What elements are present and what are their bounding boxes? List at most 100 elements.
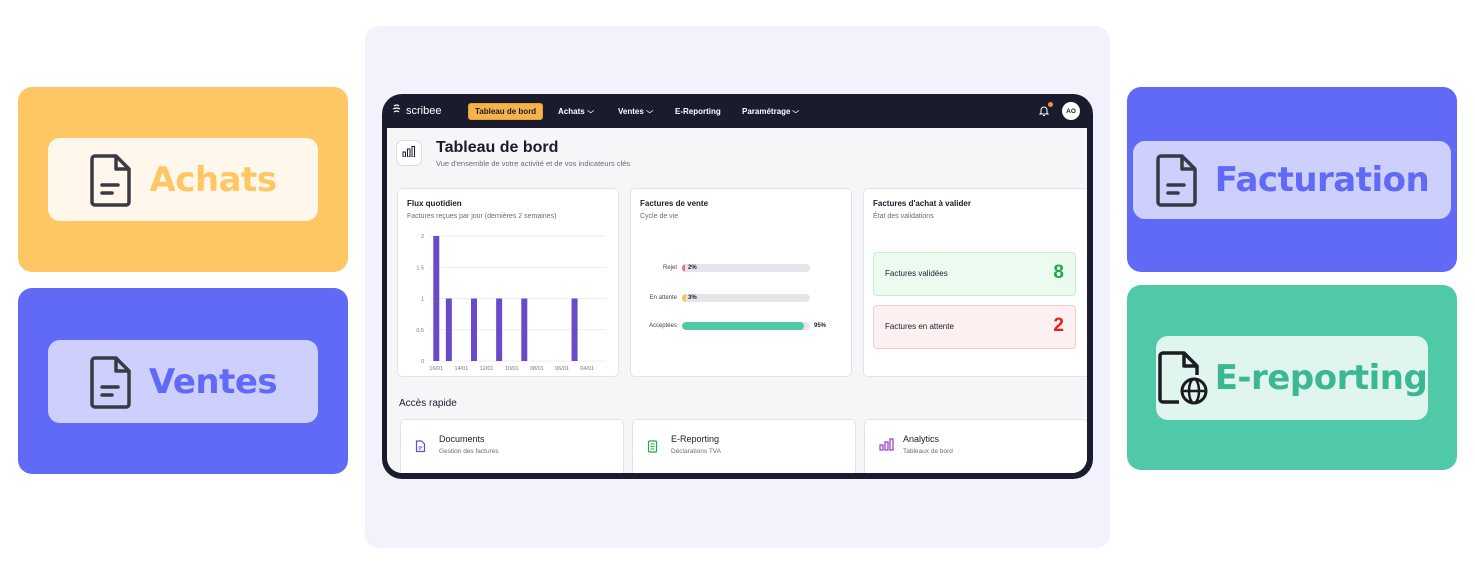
- y-tick-label: 0: [421, 359, 424, 365]
- ventes-panel: Factures de vente Cycle de vie Rejet 2% En…: [630, 188, 852, 377]
- x-tick-label: 14/01: [455, 366, 469, 371]
- nav-label: Achats: [558, 107, 585, 116]
- achats-pill[interactable]: Achats: [48, 138, 318, 221]
- x-tick-label: 16/01: [429, 366, 443, 371]
- ventes-subtitle: Cycle de vie: [640, 213, 679, 220]
- bell-icon[interactable]: [1038, 104, 1052, 118]
- y-tick-label: 2: [421, 234, 424, 240]
- y-tick-label: 0.5: [416, 328, 424, 334]
- scribee-logo-icon: [392, 104, 402, 118]
- x-tick-label: 08/01: [530, 366, 544, 371]
- achats-label: Achats: [149, 159, 277, 200]
- lifecycle-fill: [682, 264, 685, 272]
- ereporting-pill[interactable]: E-reporting: [1156, 336, 1428, 420]
- bar-chart-icon: [879, 438, 894, 456]
- x-tick-label: 10/01: [505, 366, 519, 371]
- y-tick-label: 1.5: [416, 265, 424, 271]
- document-icon: [1155, 152, 1199, 208]
- achats-card[interactable]: Achats: [18, 87, 348, 272]
- document-icon: [89, 354, 133, 410]
- spreadsheet-icon: [647, 440, 658, 458]
- quick-documents[interactable]: Documents Gestion des factures: [400, 419, 624, 473]
- x-tick-label: 04/01: [580, 366, 594, 371]
- achat-subtitle: État des validations: [873, 213, 934, 220]
- facturation-pill[interactable]: Facturation: [1133, 141, 1451, 219]
- notification-dot: [1048, 102, 1053, 107]
- facturation-label: Facturation: [1214, 160, 1430, 200]
- facturation-card[interactable]: Facturation: [1127, 87, 1457, 272]
- ventes-card[interactable]: Ventes: [18, 288, 348, 474]
- quick-e-reporting[interactable]: E-Reporting Déclarations TVA: [632, 419, 856, 473]
- chevron-down-icon: ⌵: [586, 107, 594, 115]
- quick-sub: Tableaux de bord: [903, 448, 953, 455]
- bar-chart-icon: [402, 144, 416, 162]
- lifecycle-fill: [682, 322, 804, 330]
- validated-stat[interactable]: Factures validées 8: [873, 252, 1076, 296]
- document-globe-icon: [1157, 349, 1209, 407]
- ereporting-label: E-reporting: [1214, 358, 1428, 398]
- nav-label: Ventes: [618, 107, 644, 116]
- logo: scribee: [392, 104, 441, 118]
- lifecycle-label: Acceptées: [648, 323, 677, 329]
- lifecycle-percent: 3%: [688, 295, 697, 301]
- quick-sub: Déclarations TVA: [671, 448, 721, 455]
- chart-bar[interactable]: [571, 298, 578, 362]
- pending-value: 2: [1053, 315, 1064, 336]
- validated-label: Factures validées: [885, 269, 948, 278]
- nav-label: Tableau de bord: [475, 107, 537, 116]
- x-tick-label: 12/01: [480, 366, 494, 371]
- lifecycle-track: [682, 322, 810, 330]
- lifecycle-percent: 2%: [688, 265, 697, 271]
- nav-tableau-de-bord[interactable]: Tableau de bord: [468, 103, 544, 120]
- logo-text: scribee: [406, 105, 442, 117]
- ventes-label: Ventes: [148, 361, 278, 402]
- x-tick-label: 06/01: [555, 366, 569, 371]
- lifecycle-label: En attente: [649, 295, 677, 301]
- nav-achats[interactable]: Achats ⌵: [558, 103, 594, 120]
- quick-title: Analytics: [903, 434, 940, 444]
- ventes-pill[interactable]: Ventes: [48, 340, 318, 423]
- page-title-icon-box: [396, 140, 422, 166]
- lifecycle-fill: [682, 294, 686, 302]
- ventes-title: Factures de vente: [640, 199, 709, 208]
- chart-bar[interactable]: [445, 298, 452, 362]
- achat-validation-panel: Factures d'achat à valider État des vali…: [863, 188, 1087, 377]
- quick-sub: Gestion des factures: [439, 448, 499, 455]
- nav-ventes[interactable]: Ventes ⌵: [618, 103, 653, 120]
- y-tick-label: 1: [421, 297, 424, 303]
- flux-chart: 0 0.5 1 1.5 2 16/01 14/01 12/01 10/01 08/01 06/01 0…: [416, 234, 606, 371]
- ereporting-card[interactable]: E-reporting: [1127, 285, 1457, 470]
- chart-bar[interactable]: [496, 298, 503, 362]
- achat-title: Factures d'achat à valider: [873, 199, 971, 208]
- chart-bar[interactable]: [471, 298, 477, 362]
- document-icon: [89, 152, 133, 208]
- lifecycle-label: Rejet: [662, 265, 677, 271]
- quick-title: Documents: [439, 434, 485, 444]
- avatar[interactable]: AO: [1062, 102, 1080, 120]
- flux-title: Flux quotidien: [407, 199, 462, 208]
- lifecycle-track: [682, 294, 810, 302]
- nav-label: E-Reporting: [675, 107, 721, 116]
- chevron-down-icon: ⌵: [646, 107, 653, 115]
- validated-value: 8: [1053, 262, 1064, 283]
- pending-stat[interactable]: Factures en attente 2: [873, 305, 1076, 349]
- flux-panel: Flux quotidien Factures reçues par jour …: [397, 188, 619, 377]
- quick-access-title: Accès rapide: [399, 398, 457, 409]
- chevron-down-icon: ⌵: [792, 107, 800, 115]
- lifecycle-percent: 95%: [814, 323, 827, 329]
- nav-label: Paramétrage: [742, 107, 791, 116]
- pending-label: Factures en attente: [885, 322, 954, 331]
- quick-title: E-Reporting: [671, 434, 720, 444]
- nav-parametrage[interactable]: Paramétrage ⌵: [742, 103, 800, 120]
- nav-e-reporting[interactable]: E-Reporting: [675, 103, 721, 120]
- flux-subtitle: Factures reçues par jour (dernières 2 se…: [407, 213, 557, 220]
- chart-bar[interactable]: [521, 298, 528, 362]
- lifecycle-track: [682, 264, 810, 272]
- dashboard-content: Tableau de bord Vue d'ensemble de votre …: [387, 128, 1087, 473]
- quick-analytics[interactable]: Analytics Tableaux de bord: [864, 419, 1087, 473]
- chart-bar[interactable]: [433, 236, 440, 361]
- page-title: Tableau de bord: [436, 139, 559, 156]
- top-navbar: scribee Tableau de bord Achats ⌵ Ventes …: [382, 94, 1093, 128]
- app-window: scribee Tableau de bord Achats ⌵ Ventes …: [382, 94, 1093, 479]
- page-subtitle: Vue d'ensemble de votre activité et de v…: [436, 159, 631, 168]
